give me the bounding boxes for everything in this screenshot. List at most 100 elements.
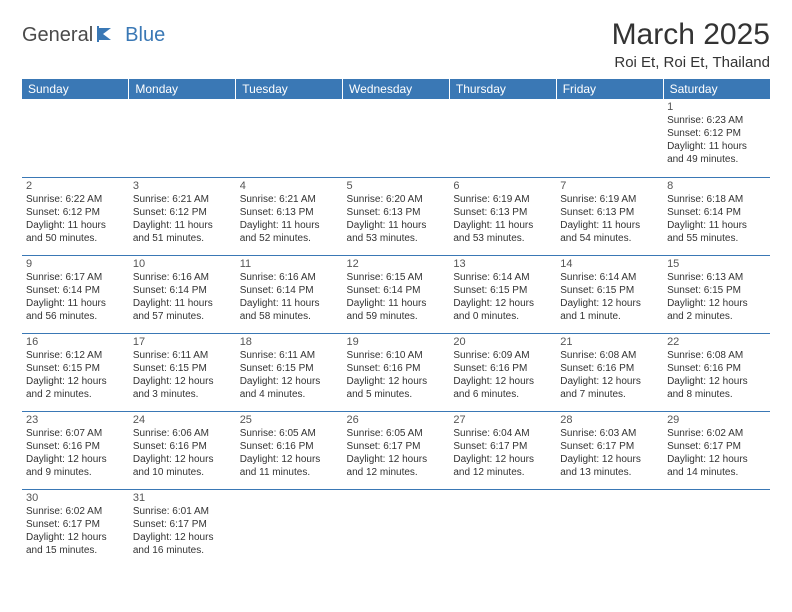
sunrise-text: Sunrise: 6:18 AM — [667, 193, 766, 206]
sunset-text: Sunset: 6:16 PM — [26, 440, 125, 453]
calendar-day-cell — [22, 99, 129, 177]
day-number: 27 — [453, 414, 552, 426]
sunset-text: Sunset: 6:14 PM — [133, 284, 232, 297]
calendar-day-cell: 29Sunrise: 6:02 AMSunset: 6:17 PMDayligh… — [663, 411, 770, 489]
sunrise-text: Sunrise: 6:19 AM — [453, 193, 552, 206]
daylight-text: and 2 minutes. — [667, 310, 766, 323]
calendar-day-cell: 28Sunrise: 6:03 AMSunset: 6:17 PMDayligh… — [556, 411, 663, 489]
sunrise-text: Sunrise: 6:02 AM — [26, 505, 125, 518]
calendar-day-cell: 1Sunrise: 6:23 AMSunset: 6:12 PMDaylight… — [663, 99, 770, 177]
calendar-day-cell: 24Sunrise: 6:06 AMSunset: 6:16 PMDayligh… — [129, 411, 236, 489]
sunset-text: Sunset: 6:13 PM — [560, 206, 659, 219]
daylight-text: and 15 minutes. — [26, 544, 125, 557]
calendar-day-cell: 13Sunrise: 6:14 AMSunset: 6:15 PMDayligh… — [449, 255, 556, 333]
daylight-text: Daylight: 11 hours — [667, 219, 766, 232]
logo: General Blue — [22, 18, 165, 47]
sunrise-text: Sunrise: 6:23 AM — [667, 114, 766, 127]
sunset-text: Sunset: 6:14 PM — [667, 206, 766, 219]
sunrise-text: Sunrise: 6:14 AM — [560, 271, 659, 284]
daylight-text: Daylight: 11 hours — [26, 219, 125, 232]
sunset-text: Sunset: 6:13 PM — [240, 206, 339, 219]
sunrise-text: Sunrise: 6:04 AM — [453, 427, 552, 440]
calendar-day-cell — [556, 489, 663, 567]
calendar-day-cell — [343, 99, 450, 177]
calendar-day-cell: 22Sunrise: 6:08 AMSunset: 6:16 PMDayligh… — [663, 333, 770, 411]
sunrise-text: Sunrise: 6:10 AM — [347, 349, 446, 362]
day-header: Sunday — [22, 79, 129, 99]
daylight-text: Daylight: 11 hours — [133, 219, 232, 232]
daylight-text: Daylight: 12 hours — [133, 531, 232, 544]
sunset-text: Sunset: 6:15 PM — [560, 284, 659, 297]
title-block: March 2025 Roi Et, Roi Et, Thailand — [612, 18, 770, 71]
calendar-body: 1Sunrise: 6:23 AMSunset: 6:12 PMDaylight… — [22, 99, 770, 567]
day-number: 20 — [453, 336, 552, 348]
daylight-text: and 59 minutes. — [347, 310, 446, 323]
calendar-day-cell — [236, 99, 343, 177]
day-number: 29 — [667, 414, 766, 426]
sunset-text: Sunset: 6:14 PM — [347, 284, 446, 297]
day-number: 17 — [133, 336, 232, 348]
day-header: Friday — [556, 79, 663, 99]
header: General Blue March 2025 Roi Et, Roi Et, … — [22, 18, 770, 71]
day-number: 16 — [26, 336, 125, 348]
sunrise-text: Sunrise: 6:09 AM — [453, 349, 552, 362]
sunset-text: Sunset: 6:17 PM — [453, 440, 552, 453]
daylight-text: and 0 minutes. — [453, 310, 552, 323]
calendar-week-row: 30Sunrise: 6:02 AMSunset: 6:17 PMDayligh… — [22, 489, 770, 567]
sunrise-text: Sunrise: 6:01 AM — [133, 505, 232, 518]
daylight-text: and 6 minutes. — [453, 388, 552, 401]
daylight-text: and 54 minutes. — [560, 232, 659, 245]
daylight-text: and 9 minutes. — [26, 466, 125, 479]
day-number: 13 — [453, 258, 552, 270]
day-number: 12 — [347, 258, 446, 270]
sunrise-text: Sunrise: 6:22 AM — [26, 193, 125, 206]
calendar-day-cell: 31Sunrise: 6:01 AMSunset: 6:17 PMDayligh… — [129, 489, 236, 567]
daylight-text: Daylight: 11 hours — [347, 219, 446, 232]
day-number: 6 — [453, 180, 552, 192]
sunset-text: Sunset: 6:13 PM — [347, 206, 446, 219]
sunrise-text: Sunrise: 6:16 AM — [133, 271, 232, 284]
day-number: 9 — [26, 258, 125, 270]
sunrise-text: Sunrise: 6:21 AM — [240, 193, 339, 206]
sunrise-text: Sunrise: 6:15 AM — [347, 271, 446, 284]
daylight-text: and 51 minutes. — [133, 232, 232, 245]
daylight-text: Daylight: 11 hours — [347, 297, 446, 310]
calendar-day-cell: 23Sunrise: 6:07 AMSunset: 6:16 PMDayligh… — [22, 411, 129, 489]
sunrise-text: Sunrise: 6:11 AM — [133, 349, 232, 362]
daylight-text: and 50 minutes. — [26, 232, 125, 245]
daylight-text: and 12 minutes. — [347, 466, 446, 479]
sunrise-text: Sunrise: 6:11 AM — [240, 349, 339, 362]
daylight-text: Daylight: 12 hours — [453, 453, 552, 466]
calendar-day-cell: 18Sunrise: 6:11 AMSunset: 6:15 PMDayligh… — [236, 333, 343, 411]
day-number: 24 — [133, 414, 232, 426]
calendar-day-cell: 8Sunrise: 6:18 AMSunset: 6:14 PMDaylight… — [663, 177, 770, 255]
day-number: 7 — [560, 180, 659, 192]
day-number: 19 — [347, 336, 446, 348]
day-number: 28 — [560, 414, 659, 426]
daylight-text: Daylight: 11 hours — [133, 297, 232, 310]
daylight-text: Daylight: 12 hours — [560, 297, 659, 310]
daylight-text: Daylight: 12 hours — [453, 375, 552, 388]
sunset-text: Sunset: 6:15 PM — [240, 362, 339, 375]
calendar-day-cell — [129, 99, 236, 177]
sunrise-text: Sunrise: 6:07 AM — [26, 427, 125, 440]
calendar-day-cell: 16Sunrise: 6:12 AMSunset: 6:15 PMDayligh… — [22, 333, 129, 411]
sunrise-text: Sunrise: 6:06 AM — [133, 427, 232, 440]
sunrise-text: Sunrise: 6:21 AM — [133, 193, 232, 206]
day-header: Monday — [129, 79, 236, 99]
sunrise-text: Sunrise: 6:16 AM — [240, 271, 339, 284]
sunset-text: Sunset: 6:16 PM — [347, 362, 446, 375]
daylight-text: Daylight: 12 hours — [560, 453, 659, 466]
day-header-row: SundayMondayTuesdayWednesdayThursdayFrid… — [22, 79, 770, 99]
sunrise-text: Sunrise: 6:14 AM — [453, 271, 552, 284]
day-number: 26 — [347, 414, 446, 426]
calendar-day-cell: 2Sunrise: 6:22 AMSunset: 6:12 PMDaylight… — [22, 177, 129, 255]
calendar-day-cell — [343, 489, 450, 567]
day-number: 5 — [347, 180, 446, 192]
sunrise-text: Sunrise: 6:19 AM — [560, 193, 659, 206]
sunset-text: Sunset: 6:12 PM — [667, 127, 766, 140]
calendar-head: SundayMondayTuesdayWednesdayThursdayFrid… — [22, 79, 770, 99]
day-number: 4 — [240, 180, 339, 192]
daylight-text: and 14 minutes. — [667, 466, 766, 479]
sunset-text: Sunset: 6:16 PM — [133, 440, 232, 453]
